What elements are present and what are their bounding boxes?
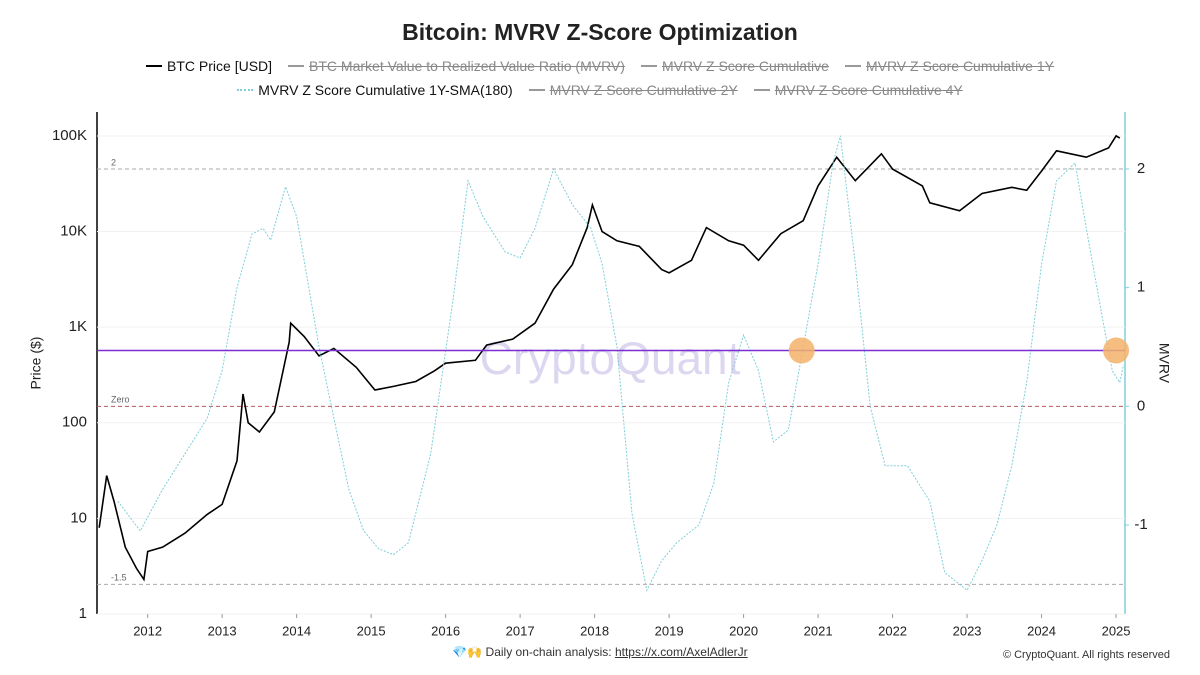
y-tick-label: 100 <box>62 414 87 431</box>
x-tick-label: 2022 <box>878 623 907 638</box>
series-line <box>117 135 1124 592</box>
legend-item[interactable]: MVRV Z Score Cumulative 1Y-SMA(180) <box>237 82 513 98</box>
legend-item[interactable]: MVRV Z Score Cumulative 4Y <box>753 82 963 98</box>
footer-prefix: 💎🙌 Daily on-chain analysis: <box>452 645 615 659</box>
x-tick-label: 2025 <box>1102 623 1131 638</box>
legend-label: BTC Market Value to Realized Value Ratio… <box>309 58 625 74</box>
legend-swatch <box>640 65 657 67</box>
x-tick-label: 2023 <box>953 623 982 638</box>
x-tick-label: 2013 <box>208 623 237 638</box>
watermark: CryptoQuant <box>480 332 741 384</box>
x-tick-label: 2014 <box>282 623 311 638</box>
reference-label: 2 <box>111 157 116 167</box>
y-tick-label: 1K <box>69 318 87 335</box>
legend-swatch <box>288 65 305 67</box>
y-axis-label: Price ($) <box>28 337 44 390</box>
legend-item[interactable]: MVRV Z Score Cumulative <box>640 58 829 74</box>
legend-label: BTC Price [USD] <box>167 58 273 74</box>
x-tick-label: 2016 <box>431 623 460 638</box>
x-tick-label: 2015 <box>357 623 386 638</box>
legend-item[interactable]: BTC Market Value to Realized Value Ratio… <box>288 58 625 74</box>
y2-tick-label: -1 <box>1134 516 1147 533</box>
reference-label: -1.5 <box>111 573 127 583</box>
legend-item[interactable]: MVRV Z Score Cumulative 1Y <box>844 58 1054 74</box>
legend-label: MVRV Z Score Cumulative 2Y <box>549 82 738 98</box>
highlight <box>1103 337 1130 364</box>
chart-title: Bitcoin: MVRV Z-Score Optimization <box>402 19 798 45</box>
legend-swatch <box>237 89 254 91</box>
legend-swatch <box>844 65 861 67</box>
y-tick-label: 100K <box>52 127 87 144</box>
legend-swatch <box>528 89 545 91</box>
x-tick-label: 2018 <box>580 623 609 638</box>
legend-label: MVRV Z Score Cumulative 1Y <box>865 58 1054 74</box>
x-tick-label: 2017 <box>506 623 535 638</box>
footer-link[interactable]: https://x.com/AxelAdlerJr <box>614 645 748 659</box>
y2-axis-label: MVRV <box>1156 343 1172 384</box>
copyright: © CryptoQuant. All rights reserved <box>1002 649 1170 661</box>
legend: BTC Price [USD] BTC Market Value to Reali… <box>100 58 1100 98</box>
y2-tick-label: 0 <box>1137 397 1145 414</box>
legend-label: MVRV Z Score Cumulative <box>661 58 829 74</box>
y-tick-label: 10 <box>70 509 87 526</box>
x-tick-label: 2012 <box>133 623 162 638</box>
legend-label: MVRV Z Score Cumulative 1Y-SMA(180) <box>258 82 513 98</box>
legend-item[interactable]: BTC Price [USD] <box>146 58 272 74</box>
x-tick-label: 2020 <box>729 623 758 638</box>
y2-tick-label: 1 <box>1137 279 1145 296</box>
reference-label: Zero <box>111 395 130 405</box>
footer-note: 💎🙌 Daily on-chain analysis: https://x.co… <box>0 645 1200 659</box>
legend-swatch <box>146 65 163 67</box>
x-tick-label: 2019 <box>655 623 684 638</box>
series-line <box>98 134 1121 582</box>
legend-swatch <box>753 89 770 91</box>
x-tick-label: 2021 <box>804 623 833 638</box>
legend-item[interactable]: MVRV Z Score Cumulative 2Y <box>528 82 738 98</box>
y2-tick-label: 2 <box>1137 160 1145 177</box>
y-tick-label: 10K <box>60 223 87 240</box>
y-tick-label: 1 <box>79 605 87 622</box>
legend-label: MVRV Z Score Cumulative 4Y <box>774 82 963 98</box>
highlight <box>788 337 815 364</box>
x-tick-label: 2024 <box>1027 623 1056 638</box>
